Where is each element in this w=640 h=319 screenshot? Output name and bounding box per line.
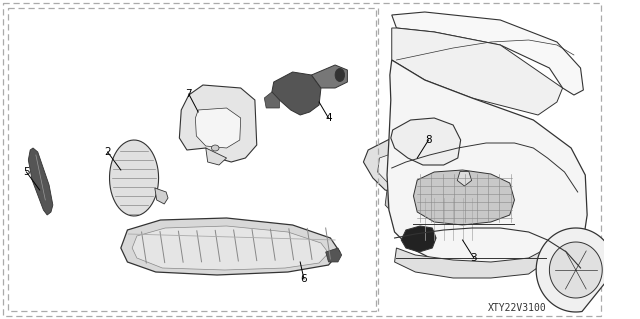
Polygon shape: [364, 138, 429, 194]
Polygon shape: [326, 248, 342, 262]
Polygon shape: [387, 60, 587, 272]
Polygon shape: [427, 148, 453, 172]
Polygon shape: [132, 226, 328, 270]
Polygon shape: [155, 188, 168, 204]
Polygon shape: [549, 242, 602, 298]
Polygon shape: [412, 192, 489, 244]
Polygon shape: [264, 92, 280, 108]
Text: 2: 2: [104, 147, 111, 157]
Polygon shape: [395, 248, 547, 278]
Polygon shape: [121, 218, 340, 275]
Polygon shape: [378, 152, 415, 182]
Polygon shape: [272, 72, 321, 115]
Polygon shape: [392, 12, 584, 95]
Text: 6: 6: [301, 274, 307, 284]
Polygon shape: [195, 108, 241, 148]
Polygon shape: [312, 65, 348, 88]
Text: 8: 8: [425, 135, 432, 145]
Polygon shape: [392, 28, 563, 115]
Text: 5: 5: [23, 167, 29, 177]
Polygon shape: [385, 190, 410, 212]
Text: 7: 7: [186, 89, 192, 99]
Ellipse shape: [335, 69, 344, 81]
Bar: [415, 197, 483, 241]
Polygon shape: [391, 118, 461, 165]
Polygon shape: [28, 148, 53, 215]
Text: 3: 3: [470, 253, 477, 263]
Text: XTY22V3100: XTY22V3100: [488, 303, 547, 313]
Text: 4: 4: [325, 113, 332, 123]
Polygon shape: [536, 228, 616, 312]
Ellipse shape: [211, 145, 219, 151]
Bar: [8, 8, 376, 311]
Polygon shape: [486, 200, 509, 230]
Polygon shape: [179, 85, 257, 162]
Polygon shape: [401, 226, 436, 252]
Polygon shape: [413, 170, 515, 225]
Polygon shape: [109, 140, 159, 216]
Polygon shape: [206, 148, 227, 165]
